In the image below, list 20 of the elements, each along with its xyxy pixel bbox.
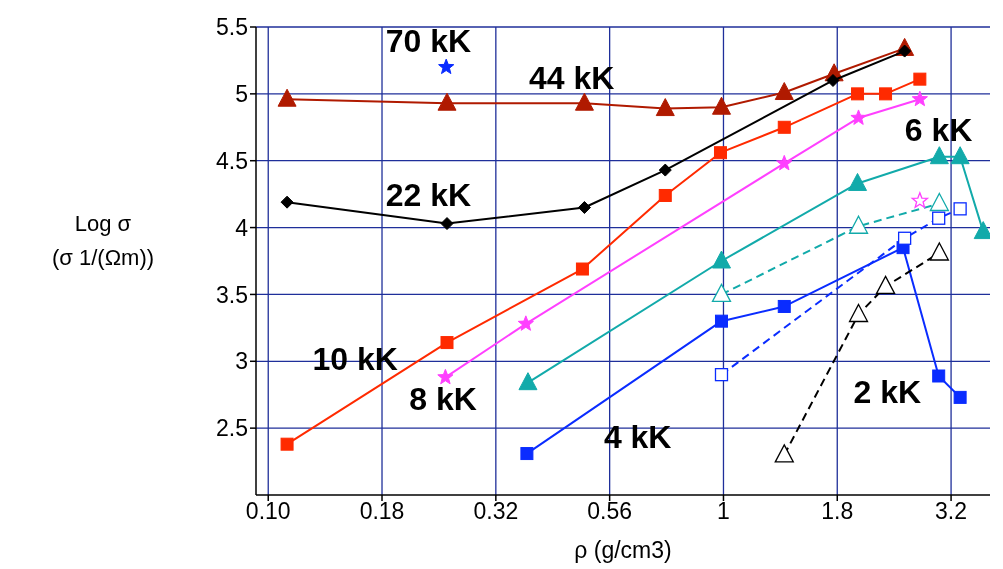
x-tick-label: 1.8 [821,498,854,525]
y-tick-label: 3 [235,348,248,375]
y-tick-label: 4.5 [216,147,248,174]
y-tick-label: 5 [235,81,248,108]
y-tick-label: 2.5 [216,415,248,442]
y-tick-label: 3.5 [216,281,248,308]
x-tick-label: 3.2 [935,498,968,525]
y-tick-label: 4 [235,214,249,241]
x-tick-label: 0.56 [587,498,633,525]
x-tick-label: 0.18 [359,498,405,525]
annotation: 2 kK [853,374,922,411]
y-axis-title: Log σ (σ 1/(Ωm)) [51,211,155,270]
y-tick-label: 5.5 [216,14,248,41]
x-tick-label: 1 [717,498,730,525]
annotation: 22 kK [385,177,472,214]
x-axis-title: ρ (g/cm3) [574,537,672,563]
x-tick-label: 0.32 [473,498,519,525]
x-tick-label: 0.10 [245,498,291,525]
annotation: 70 kK [385,23,472,60]
annotation: 8 kK [409,381,477,418]
